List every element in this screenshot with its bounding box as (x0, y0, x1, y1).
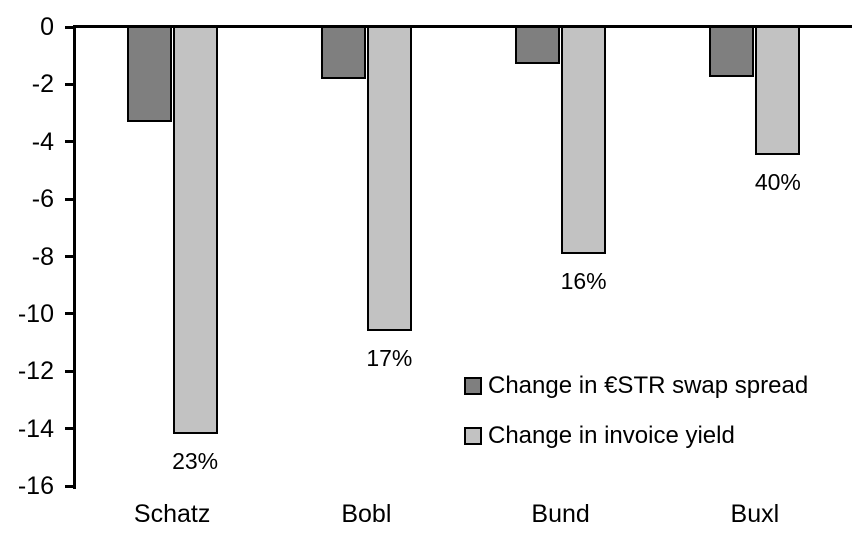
y-tick-mark (65, 25, 75, 29)
y-tick-label: -4 (31, 127, 54, 156)
legend-swatch-invoice-yield (464, 427, 482, 445)
x-category-label: Buxl (730, 500, 780, 528)
legend-swatch-swap-spread (464, 377, 482, 395)
legend-label-invoice-yield: Change in invoice yield (488, 422, 735, 449)
bar-data-label: 40% (754, 168, 801, 195)
legend-item-swap-spread: Change in €STR swap spread (464, 371, 808, 401)
y-tick-label: -14 (17, 414, 54, 443)
y-tick-mark (65, 484, 75, 488)
bar-invoice-yield (755, 26, 801, 155)
bar-invoice-yield (561, 26, 607, 254)
bar-data-label: 17% (366, 345, 413, 372)
bar-invoice-yield (172, 26, 218, 435)
y-tick-mark (65, 312, 75, 316)
y-tick-mark (65, 427, 75, 431)
x-category-label: Bund (531, 500, 590, 528)
y-tick-mark (65, 255, 75, 258)
bar-data-label: 16% (560, 267, 607, 294)
bar-swap-spread (320, 26, 366, 79)
y-tick-label: -6 (31, 185, 54, 214)
x-category-label: Schatz (133, 500, 211, 528)
y-tick-label: -8 (31, 242, 54, 271)
legend: Change in €STR swap spread Change in inv… (464, 371, 808, 451)
y-tick-mark (65, 369, 75, 373)
y-tick-mark (65, 197, 75, 201)
y-tick-mark (65, 82, 75, 86)
y-tick-label: -16 (17, 472, 54, 500)
y-tick-label: -2 (31, 70, 54, 99)
bar-swap-spread (126, 26, 172, 122)
bar-invoice-yield (366, 26, 412, 332)
y-tick-label: 0 (40, 13, 54, 41)
y-tick-mark (65, 140, 75, 144)
y-tick-label: -12 (17, 357, 54, 386)
legend-label-swap-spread: Change in €STR swap spread (488, 372, 809, 399)
legend-item-invoice-yield: Change in invoice yield (464, 421, 808, 451)
y-tick-label: -10 (17, 299, 54, 328)
bar-swap-spread (709, 26, 755, 78)
bar-swap-spread (515, 26, 561, 65)
bar-data-label: 23% (172, 448, 219, 475)
x-category-label: Bobl (341, 500, 392, 528)
x-baseline-zero (73, 25, 852, 28)
